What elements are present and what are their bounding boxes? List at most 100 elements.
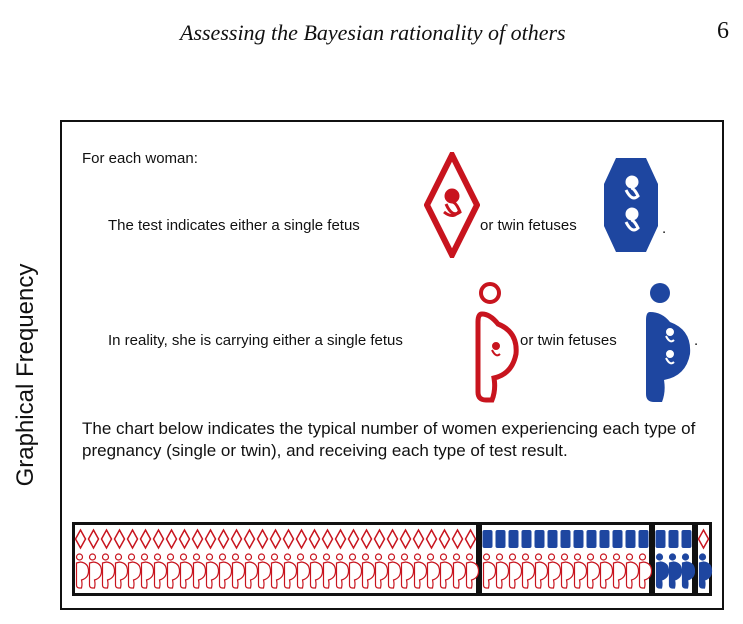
woman-body-mark xyxy=(192,561,207,589)
test-result-marker xyxy=(668,530,679,548)
woman-body-mark xyxy=(465,561,480,589)
test-line-twin-text: or twin fetuses xyxy=(480,217,577,234)
woman-head-mark xyxy=(612,553,621,561)
woman-head-mark xyxy=(439,553,448,561)
woman-body-mark xyxy=(335,561,350,589)
woman-head-mark xyxy=(374,553,383,561)
test-result-marker xyxy=(191,528,204,550)
woman-head-mark xyxy=(75,553,84,561)
woman-body-mark xyxy=(387,561,402,589)
woman-body-mark xyxy=(153,561,168,589)
side-label-text: Graphical Frequency xyxy=(12,263,39,487)
test-result-marker xyxy=(495,530,506,548)
test-result-marker xyxy=(655,530,666,548)
woman-head-mark xyxy=(452,553,461,561)
woman-body-mark xyxy=(547,561,562,589)
group-frame xyxy=(652,522,695,596)
woman-body-mark xyxy=(231,561,246,589)
woman-body-mark xyxy=(374,561,389,589)
woman-body-mark xyxy=(573,561,588,589)
woman-body-mark xyxy=(586,561,601,589)
woman-body-mark xyxy=(495,561,510,589)
woman-head-mark xyxy=(681,553,690,561)
test-result-marker xyxy=(321,528,334,550)
test-result-marker xyxy=(256,528,269,550)
test-result-marker xyxy=(334,528,347,550)
test-result-marker xyxy=(347,528,360,550)
figure-intro: For each woman: xyxy=(82,150,198,167)
woman-head-mark xyxy=(426,553,435,561)
woman-head-mark xyxy=(400,553,409,561)
test-result-marker xyxy=(282,528,295,550)
frequency-strip xyxy=(72,522,713,596)
test-result-marker xyxy=(126,528,139,550)
woman-head-mark xyxy=(296,553,305,561)
woman-body-mark xyxy=(283,561,298,589)
woman-head-mark xyxy=(625,553,634,561)
test-result-marker xyxy=(573,530,584,548)
woman-head-mark xyxy=(534,553,543,561)
test-result-marker xyxy=(386,528,399,550)
woman-head-mark xyxy=(244,553,253,561)
woman-body-mark xyxy=(638,561,653,589)
woman-body-mark xyxy=(560,561,575,589)
woman-body-mark xyxy=(127,561,142,589)
woman-head-mark xyxy=(88,553,97,561)
woman-body-mark xyxy=(655,561,670,589)
side-label: Graphical Frequency xyxy=(6,245,46,505)
woman-body-mark xyxy=(218,561,233,589)
test-result-marker xyxy=(217,528,230,550)
woman-head-mark xyxy=(361,553,370,561)
test-result-marker xyxy=(412,528,425,550)
woman-head-mark xyxy=(322,553,331,561)
test-result-marker xyxy=(438,528,451,550)
woman-head-mark xyxy=(547,553,556,561)
twin-test-hexagon-icon xyxy=(604,158,658,252)
reality-line-twin-text: or twin fetuses xyxy=(520,332,617,349)
woman-head-mark xyxy=(638,553,647,561)
test-result-marker xyxy=(508,530,519,548)
test-result-marker xyxy=(399,528,412,550)
woman-head-mark xyxy=(153,553,162,561)
woman-head-mark xyxy=(270,553,279,561)
test-result-marker xyxy=(599,530,610,548)
woman-head-mark xyxy=(309,553,318,561)
woman-body-mark xyxy=(452,561,467,589)
test-result-marker xyxy=(681,530,692,548)
woman-body-mark xyxy=(534,561,549,589)
test-result-marker xyxy=(113,528,126,550)
test-result-marker xyxy=(373,528,386,550)
test-result-marker xyxy=(586,530,597,548)
woman-head-mark xyxy=(698,553,707,561)
test-result-marker xyxy=(534,530,545,548)
woman-head-mark xyxy=(495,553,504,561)
test-result-marker xyxy=(482,530,493,548)
single-pregnant-woman-icon xyxy=(475,282,519,403)
test-result-marker xyxy=(425,528,438,550)
woman-head-mark xyxy=(521,553,530,561)
test-result-marker xyxy=(560,530,571,548)
page-number: 6 xyxy=(717,18,729,44)
woman-body-mark xyxy=(166,561,181,589)
test-result-marker xyxy=(139,528,152,550)
woman-head-mark xyxy=(231,553,240,561)
woman-body-mark xyxy=(140,561,155,589)
woman-head-mark xyxy=(482,553,491,561)
woman-body-mark xyxy=(75,561,90,589)
woman-head-mark xyxy=(166,553,175,561)
woman-body-mark xyxy=(482,561,497,589)
test-result-marker xyxy=(152,528,165,550)
woman-head-mark xyxy=(655,553,664,561)
woman-body-mark xyxy=(257,561,272,589)
woman-head-mark xyxy=(127,553,136,561)
woman-body-mark xyxy=(599,561,614,589)
woman-head-mark xyxy=(573,553,582,561)
woman-body-mark xyxy=(681,561,696,589)
test-result-marker xyxy=(521,530,532,548)
test-result-marker xyxy=(638,530,649,548)
test-result-marker xyxy=(308,528,321,550)
group-frame xyxy=(72,522,479,596)
woman-body-mark xyxy=(439,561,454,589)
reality-line-end: . xyxy=(694,332,699,349)
woman-head-mark xyxy=(218,553,227,561)
